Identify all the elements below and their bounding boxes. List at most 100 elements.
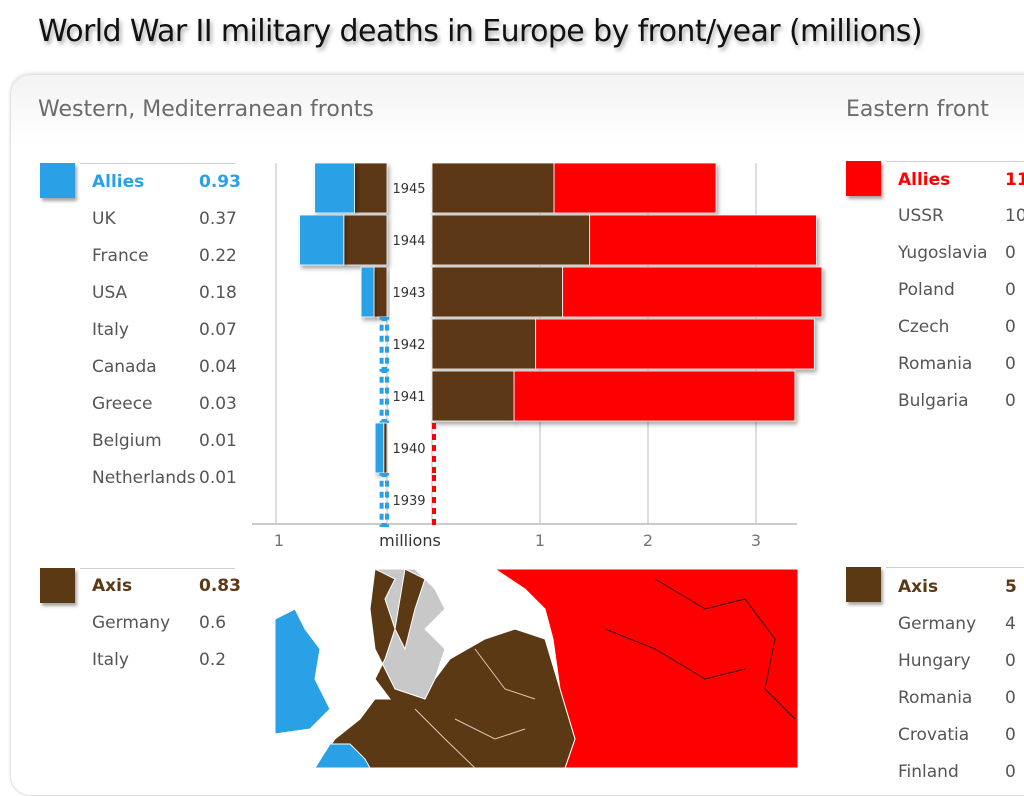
europe-map: [275, 569, 798, 768]
legend-row: Czech 0: [898, 317, 1024, 341]
legend-row-value: 0: [1005, 354, 1016, 374]
bar-east-axis: [431, 162, 555, 214]
legend-row-name: Romania: [898, 354, 973, 374]
legend-row-name: Germany: [898, 614, 977, 634]
legend-row: Romania 0: [898, 354, 1024, 378]
legend-row: Italy 0.07: [92, 320, 292, 344]
legend-row-value: 0: [1005, 688, 1016, 708]
legend-row-name: Poland: [898, 280, 955, 300]
legend-row: Netherlands 0.01: [92, 468, 292, 492]
legend-allies-head: Allies 0.93: [92, 172, 292, 196]
section-title-western: Western, Mediterranean fronts: [38, 97, 374, 122]
page-title: World War II military deaths in Europe b…: [38, 14, 923, 49]
legend-divider: [80, 568, 235, 569]
legend-row: Hungary 0: [898, 651, 1024, 675]
legend-row-name: Germany: [92, 613, 171, 633]
bar-west-allies-small: [379, 369, 390, 423]
bar-east-allies: [553, 162, 717, 214]
legend-row-name: Romania: [898, 688, 973, 708]
bar-west-allies: [374, 422, 385, 474]
legend-axis-total: 5: [1005, 577, 1017, 597]
legend-axis-label: Axis: [898, 577, 939, 597]
x-tick-label: 1: [535, 531, 545, 550]
legend-row-name: Hungary: [898, 651, 971, 671]
axis-west-swatch: [40, 568, 75, 603]
bar-west-axis: [343, 214, 388, 266]
legend-divider: [886, 161, 1024, 162]
legend-row: UK 0.37: [92, 209, 292, 233]
legend-row-name: Netherlands: [92, 468, 196, 488]
bar-west-axis: [354, 162, 388, 214]
bar-east-allies: [562, 266, 823, 318]
legend-row-value: 0.04: [199, 357, 237, 377]
bar-east-allies: [589, 214, 817, 266]
legend-row-value: 0.18: [199, 283, 237, 303]
legend-row-value: 4: [1005, 614, 1016, 634]
legend-row: France 0.22: [92, 246, 292, 270]
legend-row-value: 0: [1005, 725, 1016, 745]
legend-axis-label: Axis: [92, 576, 133, 596]
year-label: 1945: [392, 182, 425, 197]
legend-row: Canada 0.04: [92, 357, 292, 381]
legend-allies-label: Allies: [898, 170, 951, 190]
x-axis-label: millions: [379, 531, 441, 550]
legend-allies-total: 11: [1005, 170, 1024, 190]
year-label: 1942: [392, 338, 425, 353]
bar-west-allies: [360, 266, 375, 318]
legend-row: Germany 0.6: [92, 613, 292, 637]
legend-row-value: 0: [1005, 391, 1016, 411]
legend-row: Poland 0: [898, 280, 1024, 304]
legend-row-value: 0: [1005, 651, 1016, 671]
bar-west-axis: [373, 266, 388, 318]
legend-allies-head: Allies 11: [898, 170, 1024, 194]
legend-row-value: 0.37: [199, 209, 237, 229]
legend-row-value: 0.22: [199, 246, 237, 266]
legend-row-name: Canada: [92, 357, 157, 377]
legend-row-value: 0.6: [199, 613, 227, 633]
legend-row-value: 0.01: [199, 431, 237, 451]
year-label: 1940: [392, 442, 425, 457]
year-label: 1941: [392, 390, 425, 405]
legend-row-name: Italy: [92, 320, 129, 340]
bar-west-axis: [383, 422, 388, 474]
legend-row-value: 0: [1005, 317, 1016, 337]
allies-east-swatch: [846, 161, 881, 196]
bar-east-allies: [513, 370, 796, 422]
legend-row: USA 0.18: [92, 283, 292, 307]
legend-axis-head: Axis 5: [898, 577, 1024, 601]
bar-chart: 1 2 3 1 1945 1944 1943 1942 1941 1940 1939 million…: [252, 162, 823, 550]
legend-allies-label: Allies: [92, 172, 145, 192]
x-tick-label: 3: [751, 531, 761, 550]
bar-east-axis: [431, 266, 564, 318]
legend-row-name: UK: [92, 209, 116, 229]
bar-east-allies: [535, 318, 815, 370]
legend-row-name: USA: [92, 283, 128, 303]
legend-row: Yugoslavia 0: [898, 243, 1024, 267]
legend-row-value: 0.2: [199, 650, 227, 670]
year-label: 1939: [392, 494, 425, 509]
legend-divider: [886, 567, 1024, 568]
x-tick-label: 2: [643, 531, 653, 550]
x-tick-label: 1: [274, 531, 284, 550]
legend-row-name: Bulgaria: [898, 391, 969, 411]
year-label: 1944: [392, 234, 425, 249]
bar-west-allies: [314, 162, 356, 214]
legend-row-name: France: [92, 246, 149, 266]
bar-east-axis: [431, 318, 537, 370]
section-title-eastern: Eastern front: [846, 97, 989, 122]
legend-allies-total: 0.93: [199, 172, 241, 192]
bar-west-allies-small: [379, 317, 390, 371]
legend-row: Crovatia 0: [898, 725, 1024, 749]
legend-row-value: 0: [1005, 280, 1016, 300]
legend-row-value: 10: [1005, 206, 1024, 226]
legend-row: Belgium 0.01: [92, 431, 292, 455]
legend-row-name: USSR: [898, 206, 944, 226]
axis-east-swatch: [846, 567, 881, 602]
legend-row: Greece 0.03: [92, 394, 292, 418]
legend-row-name: Yugoslavia: [898, 243, 988, 263]
legend-row: Bulgaria 0: [898, 391, 1024, 415]
legend-row: Romania 0: [898, 688, 1024, 712]
bar-west-allies: [299, 214, 345, 266]
europe-map-image: [275, 569, 798, 768]
legend-row-value: 0.07: [199, 320, 237, 340]
